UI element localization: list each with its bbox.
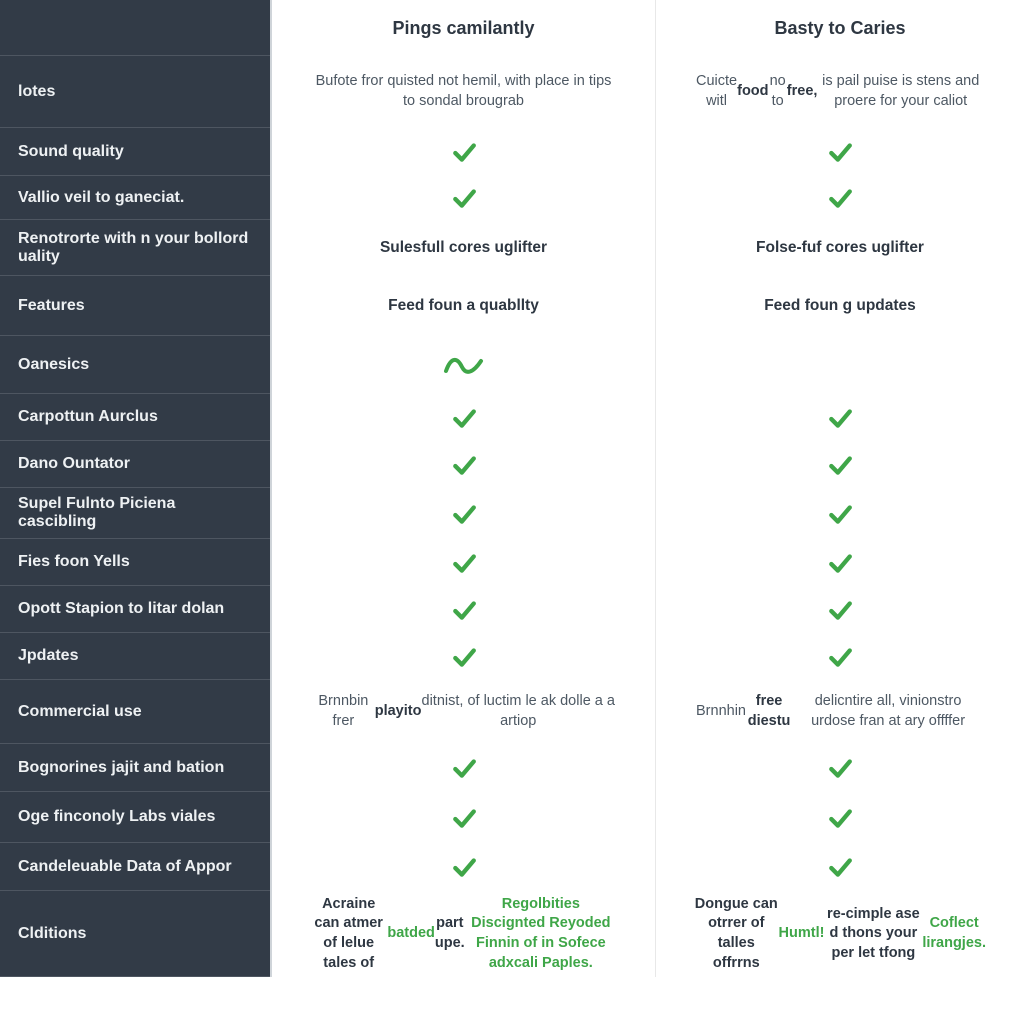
check-icon: [827, 501, 853, 527]
cell-cld-a: Acraine can atmer of lelue tales of batd…: [270, 891, 655, 977]
check-icon: [451, 644, 477, 670]
row-label: Vallio veil to ganeciat.: [0, 176, 270, 220]
check-icon: [827, 597, 853, 623]
check-icon: [451, 185, 477, 211]
check-icon: [827, 854, 853, 880]
cell-renot-a: Sulesfull cores uglifter: [270, 220, 655, 276]
row-label: Sound quality: [0, 128, 270, 176]
check-icon: [451, 452, 477, 478]
cell-bogn-b: [655, 744, 1024, 792]
column-header-a: Pings camilantly: [270, 0, 655, 56]
cell-features-b: Feed foun g updates: [655, 276, 1024, 336]
cell-dano-a: [270, 441, 655, 488]
cell-features-a: Feed foun a quabllty: [270, 276, 655, 336]
check-icon: [827, 185, 853, 211]
cell-fies-b: [655, 539, 1024, 586]
row-label: lotes: [0, 56, 270, 128]
cell-updates-b: [655, 633, 1024, 680]
row-label: Fies foon Yells: [0, 539, 270, 586]
cell-sound-a: [270, 128, 655, 176]
row-label: Carpottun Aurclus: [0, 394, 270, 441]
cell-opott-a: [270, 586, 655, 633]
row-label: Jpdates: [0, 633, 270, 680]
cell-cand-a: [270, 843, 655, 891]
column-header-b: Basty to Caries: [655, 0, 1024, 56]
row-label: Oanesics: [0, 336, 270, 394]
check-icon: [451, 597, 477, 623]
cell-sound-b: [655, 128, 1024, 176]
check-icon: [451, 854, 477, 880]
check-icon: [827, 452, 853, 478]
cell-cand-b: [655, 843, 1024, 891]
check-icon: [451, 755, 477, 781]
cell-carp-a: [270, 394, 655, 441]
check-icon: [451, 405, 477, 431]
row-label: Supel Fulnto Piciena cascibling: [0, 488, 270, 539]
cell-oge-b: [655, 792, 1024, 843]
check-icon: [451, 501, 477, 527]
cell-notes-a: Bufote fror quisted not hemil, with plac…: [270, 56, 655, 128]
cell-renot-b: Folse-fuf cores uglifter: [655, 220, 1024, 276]
check-icon: [451, 550, 477, 576]
comparison-table: Pings camilantlyBasty to Caries lotesBufo…: [0, 0, 1024, 977]
squiggle-icon: [443, 353, 485, 377]
cell-cld-b: Dongue can otrrer of talles offrrns Humt…: [655, 891, 1024, 977]
check-icon: [451, 805, 477, 831]
check-icon: [827, 405, 853, 431]
cell-supel-b: [655, 488, 1024, 539]
row-label: Clditions: [0, 891, 270, 977]
cell-notes-b: Cuicte witl food no to free, is pail pui…: [655, 56, 1024, 128]
header-spacer: [0, 0, 270, 56]
check-icon: [827, 550, 853, 576]
cell-valio-a: [270, 176, 655, 220]
check-icon: [451, 139, 477, 165]
row-label: Bognorines jajit and bation: [0, 744, 270, 792]
cell-supel-a: [270, 488, 655, 539]
cell-oanesics-a: [270, 336, 655, 394]
cell-comm-b: Brnnhin free diestu delicntire all, vini…: [655, 680, 1024, 744]
cell-oanesics-b: [655, 336, 1024, 394]
check-icon: [827, 644, 853, 670]
cell-updates-a: [270, 633, 655, 680]
row-label: Candeleuable Data of Appor: [0, 843, 270, 891]
cell-oge-a: [270, 792, 655, 843]
cell-bogn-a: [270, 744, 655, 792]
row-label: Dano Ountator: [0, 441, 270, 488]
cell-carp-b: [655, 394, 1024, 441]
row-label: Renotrorte with n your bollord uality: [0, 220, 270, 276]
row-label: Commercial use: [0, 680, 270, 744]
cell-fies-a: [270, 539, 655, 586]
check-icon: [827, 755, 853, 781]
cell-valio-b: [655, 176, 1024, 220]
cell-comm-a: Brnnbin frer playito ditnist, of luctim …: [270, 680, 655, 744]
row-label: Opott Stapion to litar dolan: [0, 586, 270, 633]
check-icon: [827, 139, 853, 165]
cell-opott-b: [655, 586, 1024, 633]
check-icon: [827, 805, 853, 831]
cell-dano-b: [655, 441, 1024, 488]
row-label: Oge finconoly Labs viales: [0, 792, 270, 843]
row-label: Features: [0, 276, 270, 336]
